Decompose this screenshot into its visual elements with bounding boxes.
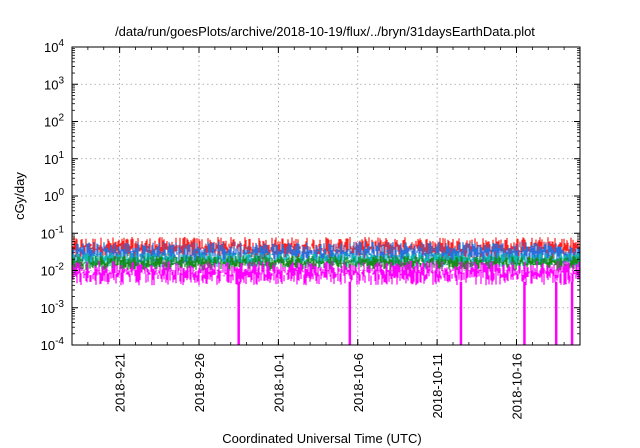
grid (72, 47, 580, 345)
x-tick-label: 2018-9-21 (113, 353, 128, 412)
y-tick-base: 10 (41, 301, 55, 316)
y-tick-exponent: 1 (58, 150, 64, 161)
y-tick-exponent: 4 (58, 38, 64, 49)
x-tick-label: 2018-10-11 (430, 353, 445, 419)
plot-frame (71, 46, 581, 346)
y-tick-exponent: -1 (55, 224, 64, 235)
y-tick-label: 10-3 (41, 299, 65, 316)
y-tick-label: 10-2 (41, 262, 65, 279)
y-tick-base: 10 (44, 115, 58, 130)
y-tick-label: 102 (44, 113, 64, 130)
y-tick-base: 10 (44, 40, 58, 55)
chart-title: /data/run/goesPlots/archive/2018-10-19/f… (115, 24, 535, 39)
x-tick-label: 2018-10-1 (271, 353, 286, 412)
y-tick-label: 10-1 (41, 224, 65, 241)
y-tick-exponent: 3 (58, 75, 64, 86)
y-tick-exponent: -4 (55, 336, 64, 347)
y-tick-exponent: -3 (55, 299, 64, 310)
x-axis-labels: 2018-9-21 2018-9-26 2018-10-1 2018-10-6 2018… (113, 353, 525, 420)
y-tick-base: 10 (41, 264, 55, 279)
y-axis-title: cGy/day (12, 172, 27, 220)
y-tick-exponent: 0 (58, 187, 64, 198)
plot-area (72, 236, 580, 345)
y-tick-label: 103 (44, 75, 64, 92)
x-axis-title: Coordinated Universal Time (UTC) (222, 431, 421, 446)
x-tick-label: 2018-10-16 (510, 353, 525, 420)
y-tick-base: 10 (41, 338, 55, 353)
x-tick-label: 2018-9-26 (192, 353, 207, 412)
y-tick-label: 104 (44, 38, 64, 55)
y-tick-exponent: -2 (55, 262, 64, 273)
y-tick-base: 10 (44, 152, 58, 167)
y-tick-label: 101 (44, 150, 64, 167)
y-tick-base: 10 (44, 77, 58, 92)
x-tick-label: 2018-10-6 (351, 353, 366, 412)
y-tick-base: 10 (44, 189, 58, 204)
y-tick-exponent: 2 (58, 113, 64, 124)
y-tick-label: 100 (44, 187, 64, 204)
y-tick-label: 10-4 (41, 336, 65, 353)
y-tick-base: 10 (41, 226, 55, 241)
axis-ticks (72, 46, 580, 346)
